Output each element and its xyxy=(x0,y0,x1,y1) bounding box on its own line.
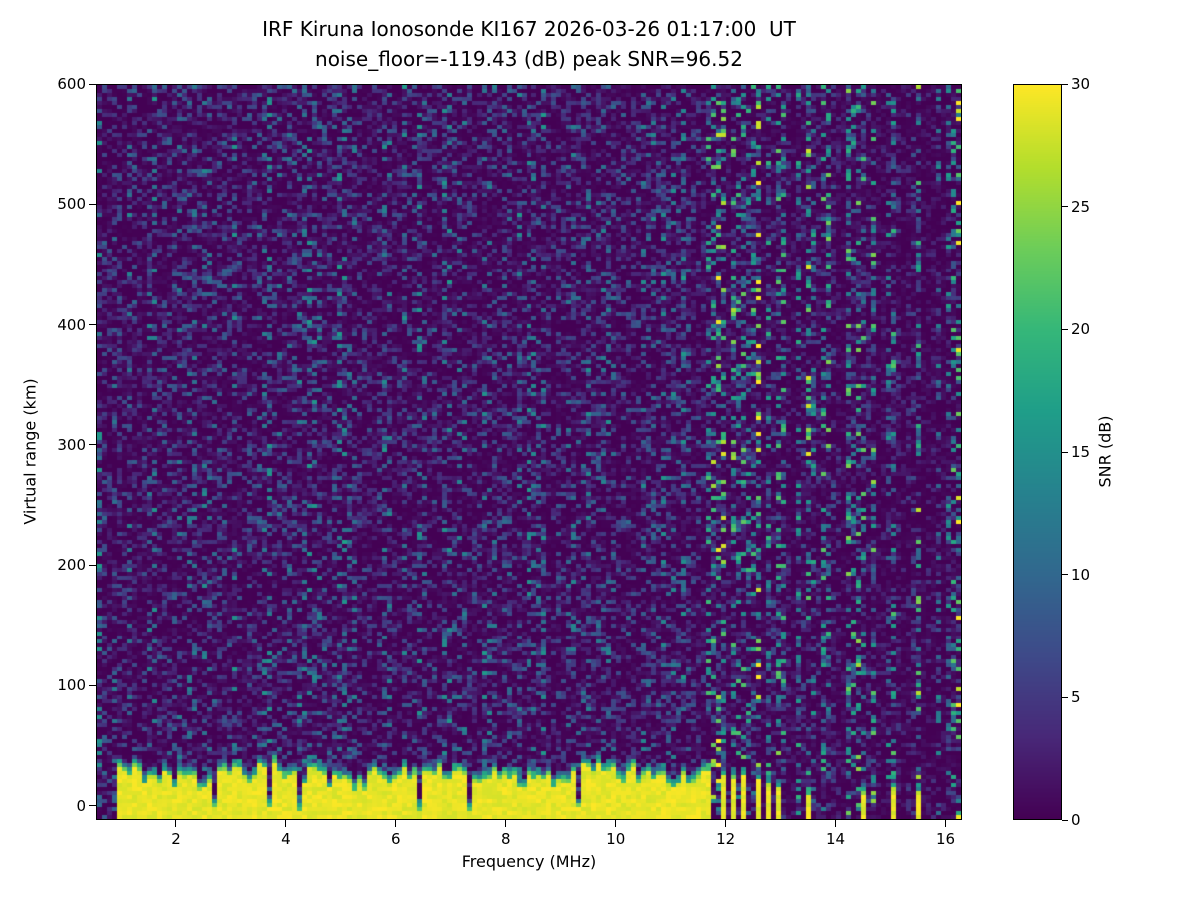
x-tick-mark xyxy=(285,820,287,827)
x-tick-mark xyxy=(835,820,837,827)
colorbar-tick-mark xyxy=(1062,451,1068,453)
y-tick-label: 500 xyxy=(57,195,86,214)
colorbar-canvas xyxy=(1014,85,1061,819)
y-tick-mark xyxy=(89,564,96,566)
heatmap-plot xyxy=(96,84,962,820)
y-tick-label: 300 xyxy=(57,435,86,454)
x-tick-mark xyxy=(945,820,946,827)
colorbar-tick-mark xyxy=(1062,574,1068,576)
y-tick-mark xyxy=(89,444,96,446)
colorbar-tick-label: 0 xyxy=(1071,811,1081,829)
y-tick-mark xyxy=(89,684,96,686)
colorbar xyxy=(1013,84,1062,820)
colorbar-tick-label: 15 xyxy=(1071,443,1091,461)
x-axis-label: Frequency (MHz) xyxy=(461,852,597,871)
chart-title: IRF Kiruna Ionosonde KI167 2026-03-26 01… xyxy=(262,17,796,41)
colorbar-tick-label: 20 xyxy=(1071,320,1091,339)
colorbar-tick-label: 10 xyxy=(1071,565,1091,584)
y-tick-label: 100 xyxy=(57,676,86,695)
y-tick-label: 600 xyxy=(57,75,86,93)
x-tick-mark xyxy=(395,820,397,827)
y-tick-mark xyxy=(89,203,96,205)
y-tick-label: 400 xyxy=(57,315,86,334)
y-tick-mark xyxy=(89,805,96,807)
x-tick-mark xyxy=(725,820,727,827)
heatmap-canvas xyxy=(97,85,961,819)
x-tick-label: 8 xyxy=(500,830,511,848)
x-tick-label: 2 xyxy=(171,830,181,848)
x-tick-label: 6 xyxy=(391,830,401,848)
chart-title-block: IRF Kiruna Ionosonde KI167 2026-03-26 01… xyxy=(96,14,962,74)
x-tick-label: 16 xyxy=(935,830,956,848)
colorbar-tick-label: 30 xyxy=(1071,75,1091,93)
colorbar-tick-mark xyxy=(1062,819,1068,821)
colorbar-tick-mark xyxy=(1062,83,1068,85)
chart-subtitle: noise_floor=-119.43 (dB) peak SNR=96.52 xyxy=(315,47,743,71)
x-tick-label: 4 xyxy=(281,830,291,848)
x-tick-label: 12 xyxy=(716,830,736,848)
x-tick-mark xyxy=(615,820,617,827)
x-tick-mark xyxy=(175,820,177,827)
colorbar-tick-mark xyxy=(1062,206,1068,208)
colorbar-tick-label: 25 xyxy=(1071,197,1091,216)
colorbar-tick-mark xyxy=(1062,328,1068,330)
colorbar-tick-mark xyxy=(1062,696,1068,698)
x-tick-mark xyxy=(505,820,507,827)
x-tick-label: 10 xyxy=(606,830,626,848)
x-tick-label: 14 xyxy=(826,830,846,848)
y-axis-label: Virtual range (km) xyxy=(20,378,40,525)
y-tick-mark xyxy=(89,324,96,326)
y-tick-mark xyxy=(89,83,96,85)
y-tick-label: 200 xyxy=(57,556,86,575)
y-tick-label: 0 xyxy=(76,796,86,815)
colorbar-tick-label: 5 xyxy=(1071,688,1081,707)
